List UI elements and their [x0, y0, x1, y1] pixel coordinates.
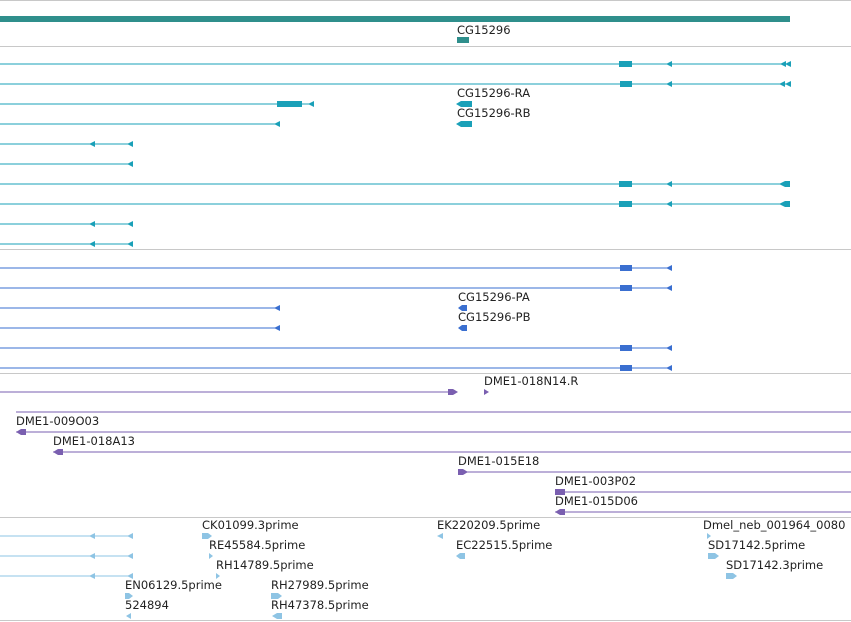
est-glyph[interactable]: [271, 593, 282, 599]
est-label[interactable]: RH14789.5prime: [216, 558, 314, 572]
clone-label[interactable]: DME1-003P02: [555, 474, 636, 488]
protein-label[interactable]: CG15296-PB: [458, 310, 531, 324]
transcript-row[interactable]: [0, 241, 133, 247]
est-glyph[interactable]: [216, 573, 220, 579]
gene-feature-glyph[interactable]: [457, 37, 469, 43]
protein-row[interactable]: [0, 345, 672, 351]
transcript-row[interactable]: [0, 181, 790, 187]
gene-label[interactable]: CG15296: [457, 23, 511, 37]
clone-label[interactable]: DME1-018A13: [53, 434, 135, 448]
est-label[interactable]: CK01099.3prime: [202, 518, 299, 532]
est-label[interactable]: SD17142.3prime: [726, 558, 823, 572]
est-label[interactable]: RH47378.5prime: [271, 598, 369, 612]
est-label[interactable]: RH27989.5prime: [271, 578, 369, 592]
est-label[interactable]: Dmel_neb_001964_0080: [703, 518, 845, 532]
est-glyph[interactable]: [708, 553, 719, 559]
clone-label[interactable]: DME1-015D06: [555, 494, 638, 508]
clone-label[interactable]: DME1-018N14.R: [484, 374, 578, 388]
clone-label[interactable]: DME1-009O03: [16, 414, 99, 428]
clone-row[interactable]: [16, 429, 851, 435]
est-label[interactable]: EN06129.5prime: [125, 578, 222, 592]
protein-track: CG15296-PA CG15296-PB: [0, 265, 672, 371]
protein-label[interactable]: CG15296-PA: [458, 290, 530, 304]
clone-track: DME1-018N14.R DME1-009O03 DME1-018A13 DM…: [0, 374, 851, 515]
est-glyph[interactable]: [726, 573, 737, 579]
transcript-row[interactable]: [0, 81, 791, 87]
protein-row[interactable]: [0, 305, 467, 311]
est-glyph[interactable]: [125, 593, 133, 599]
transcript-track: CG15296-RA CG15296-RB: [0, 61, 791, 247]
transcript-row[interactable]: [0, 101, 472, 107]
est-label[interactable]: RE45584.5prime: [209, 538, 305, 552]
protein-row[interactable]: [0, 365, 672, 371]
est-label[interactable]: SD17142.5prime: [708, 538, 805, 552]
transcript-row[interactable]: [0, 141, 133, 147]
est-row[interactable]: [0, 553, 133, 559]
gene-span-bar[interactable]: [0, 16, 790, 22]
clone-row[interactable]: [458, 469, 851, 475]
protein-row[interactable]: [0, 285, 672, 291]
transcript-label[interactable]: CG15296-RA: [457, 86, 530, 100]
est-glyph[interactable]: [209, 553, 213, 559]
clone-label[interactable]: DME1-015E18: [458, 454, 539, 468]
protein-row[interactable]: [0, 325, 467, 331]
est-row[interactable]: [0, 573, 133, 579]
transcript-label[interactable]: CG15296-RB: [457, 106, 531, 120]
est-glyph[interactable]: [202, 533, 212, 539]
clone-row[interactable]: [555, 509, 851, 515]
est-glyph[interactable]: [707, 533, 711, 539]
transcript-row[interactable]: [0, 121, 472, 127]
est-glyph[interactable]: [126, 613, 131, 619]
transcript-row[interactable]: [0, 161, 133, 167]
est-track: CK01099.3prime RE45584.5prime RH14789.5p…: [0, 518, 845, 619]
est-glyph[interactable]: [272, 613, 282, 619]
protein-row[interactable]: [0, 265, 672, 271]
est-glyph[interactable]: [437, 533, 443, 539]
est-label[interactable]: EK220209.5prime: [437, 518, 540, 532]
transcript-row[interactable]: [0, 221, 133, 227]
clone-row[interactable]: [53, 449, 851, 455]
clone-row[interactable]: [0, 389, 489, 395]
est-label[interactable]: 524894: [125, 598, 169, 612]
transcript-row[interactable]: [0, 201, 790, 207]
est-label[interactable]: EC22515.5prime: [456, 538, 552, 552]
gene-track: CG15296: [0, 16, 790, 43]
est-glyph[interactable]: [456, 553, 465, 559]
transcript-row[interactable]: [0, 61, 791, 67]
clone-row[interactable]: [555, 489, 851, 495]
est-row[interactable]: [0, 533, 133, 539]
